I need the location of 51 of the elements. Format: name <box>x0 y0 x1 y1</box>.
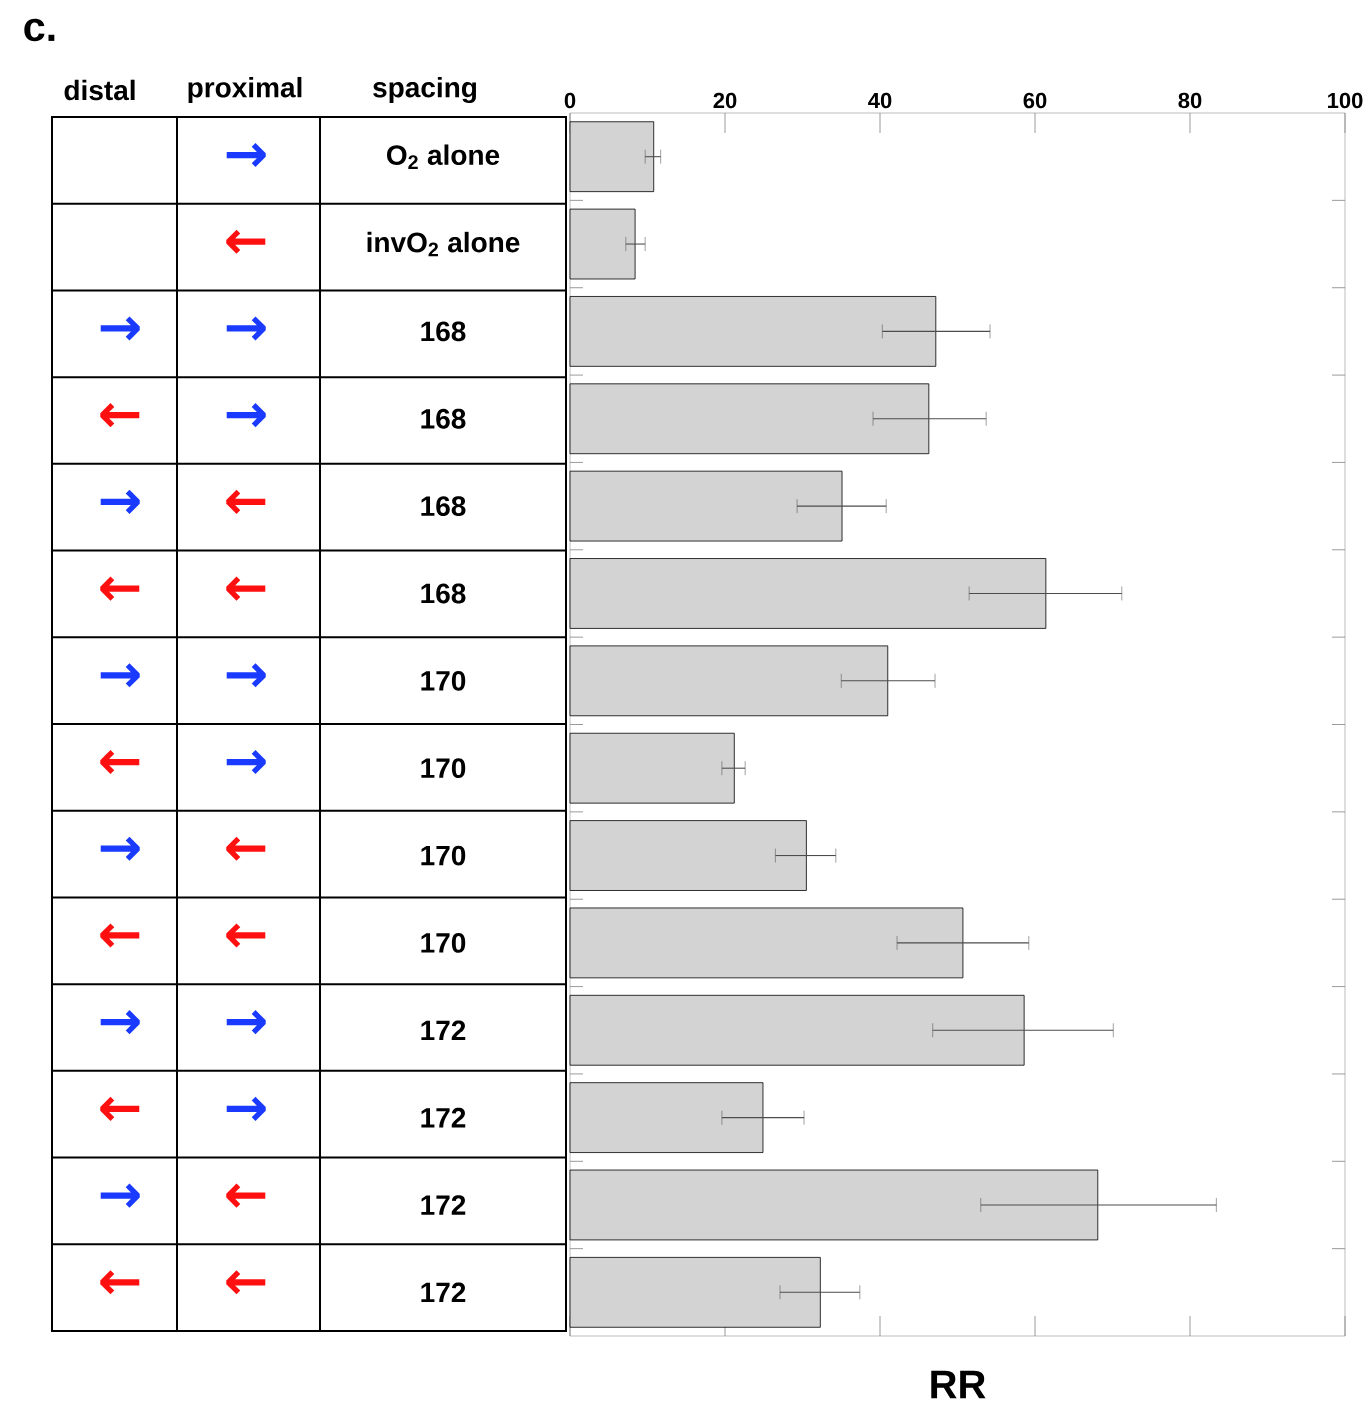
x-tick-label: 40 <box>868 92 892 109</box>
text: → <box>100 1183 140 1208</box>
text: ← <box>100 576 140 601</box>
text: → <box>100 663 140 688</box>
x-tick-label: 0 <box>564 92 576 109</box>
text: proximal <box>188 76 302 104</box>
text: → <box>100 489 140 514</box>
text: → <box>226 403 266 428</box>
text: → <box>100 836 140 861</box>
text: ← <box>100 1096 140 1121</box>
text: ← <box>100 749 140 775</box>
y-tick-label: 172 <box>421 1107 466 1128</box>
y-tick-label: 170 <box>421 845 466 866</box>
x-tick-label: 100 <box>1328 92 1363 109</box>
text: → <box>226 316 266 341</box>
text: → <box>226 1096 266 1121</box>
y-tick-label: 172 <box>421 1020 466 1041</box>
text: ← <box>100 923 140 948</box>
text: → <box>226 663 266 688</box>
y-tick-label: 170 <box>421 670 466 691</box>
y-tick-label: 170 <box>421 758 466 779</box>
text: ← <box>226 489 266 514</box>
y-tick-label: 172 <box>421 1195 466 1215</box>
text: → <box>226 142 266 168</box>
text: → <box>100 316 140 341</box>
text: ← <box>100 1270 140 1295</box>
x-tick-label: 60 <box>1023 92 1047 109</box>
y-tick-label: O$_{2}$ alone <box>387 144 500 169</box>
text: ← <box>226 1270 266 1295</box>
text: → <box>226 749 266 775</box>
y-tick-label: 168 <box>421 321 466 342</box>
text: ← <box>226 1183 266 1208</box>
text: ← <box>226 923 266 948</box>
text: spacing <box>373 76 477 104</box>
text: ← <box>226 229 266 254</box>
y-tick-label: 168 <box>421 496 466 517</box>
y-tick-label: 170 <box>421 932 466 953</box>
x-tick-label: 20 <box>713 92 737 109</box>
text: c. <box>24 18 55 42</box>
x-axis-title: RR <box>931 1370 986 1399</box>
text: ← <box>100 403 140 428</box>
y-tick-label: 168 <box>421 583 466 604</box>
text: ← <box>226 576 266 601</box>
text: → <box>100 1010 140 1035</box>
x-tick-label: 80 <box>1178 92 1202 109</box>
y-tick-label: invO$_{2}$ alone <box>367 231 520 257</box>
y-tick-label: 168 <box>421 408 466 429</box>
text: ← <box>226 836 266 861</box>
text: → <box>226 1010 266 1035</box>
y-tick-label: 172 <box>421 1282 466 1303</box>
text: distal <box>64 79 135 101</box>
